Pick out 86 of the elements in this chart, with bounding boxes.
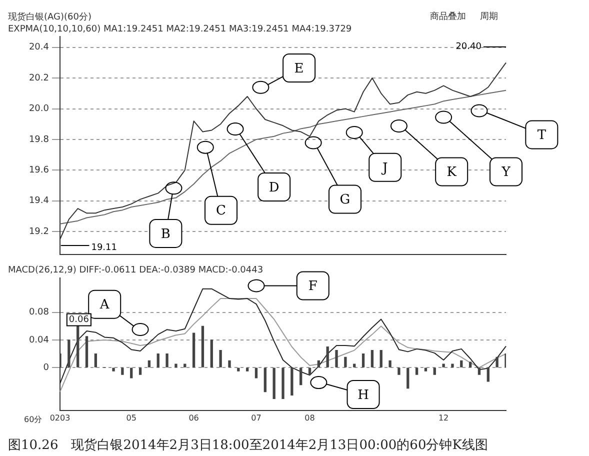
bar xyxy=(388,360,392,368)
x-tick-label: 06 xyxy=(188,413,199,422)
bar xyxy=(406,368,410,389)
annotation: Y xyxy=(500,165,511,180)
y-tick-label: 20.4 xyxy=(28,42,50,53)
bar xyxy=(442,364,445,368)
bar xyxy=(254,368,258,378)
y-tick-label: 0.08 xyxy=(28,308,50,318)
y-tick-label: 20.2 xyxy=(28,73,49,84)
annotation: H xyxy=(358,388,369,403)
annotation: J xyxy=(380,160,388,176)
x-tick-label: 0203 xyxy=(50,413,70,422)
text: 商品叠加 xyxy=(430,10,466,23)
y-tick-label: 19.8 xyxy=(28,134,50,145)
bar xyxy=(184,364,186,368)
y-tick-label: 20.0 xyxy=(28,104,50,114)
annotation: A xyxy=(98,298,110,313)
bar xyxy=(344,356,347,368)
annotation: C xyxy=(216,204,226,219)
bar xyxy=(398,368,400,375)
bar xyxy=(130,368,133,378)
bar xyxy=(308,368,312,375)
text: 周期 xyxy=(480,10,498,23)
caption: 图10.26 现货白银2014年2月3日18:00至2014年2月13日00:00的60分钟K线图 xyxy=(8,437,489,454)
bar xyxy=(272,368,276,399)
text: T xyxy=(537,128,546,144)
chart-subtitle: EXPMA(10,10,10,60) MA1:19.2451 MA2:19.2451 MA3:19.2451 MA4:19.3729 xyxy=(8,24,352,35)
bar xyxy=(362,353,365,368)
y-tick-label: 0.04 xyxy=(28,335,50,346)
bar xyxy=(156,353,160,368)
annotation: K xyxy=(446,165,457,180)
bar xyxy=(68,340,70,368)
y-tick-label: 19.4 xyxy=(28,196,50,206)
bar xyxy=(468,362,472,368)
bar xyxy=(486,368,490,382)
bar xyxy=(335,350,338,368)
annotation: E xyxy=(294,61,304,76)
bar xyxy=(85,336,88,368)
chart-subtitle: MACD(26,12,9) DIFF:-0.0611 DEA:-0.0389 MACD:-0.0443 xyxy=(8,266,264,276)
x-tick-label: 07 xyxy=(251,413,262,422)
bar xyxy=(246,368,249,372)
bar xyxy=(433,368,436,375)
x-tick-label: 12 xyxy=(438,413,449,422)
bar xyxy=(326,346,329,368)
y-tick-label: 0 xyxy=(43,362,50,373)
bar xyxy=(460,360,463,368)
bar xyxy=(121,368,124,375)
bar xyxy=(138,368,142,375)
bar xyxy=(380,350,382,368)
annotation: D xyxy=(268,180,280,196)
text: 60分 xyxy=(24,414,42,425)
bar xyxy=(496,356,498,368)
bar xyxy=(317,360,320,368)
annotation: G xyxy=(340,192,350,208)
bar xyxy=(94,353,98,368)
annotation: 20.40 xyxy=(456,42,482,52)
y-tick-label: 19.6 xyxy=(28,166,50,176)
annotation: F xyxy=(308,279,318,294)
bar xyxy=(210,340,213,368)
bar xyxy=(353,364,356,368)
y-tick-label: 19.2 xyxy=(28,226,49,237)
chart-title: 现货白银(AG)(60分) xyxy=(8,12,92,23)
annotation: B xyxy=(160,226,170,242)
bar xyxy=(201,326,204,368)
bar xyxy=(76,326,80,368)
bar xyxy=(148,360,151,368)
bar xyxy=(264,368,266,392)
bar xyxy=(219,350,222,368)
bar xyxy=(300,368,302,386)
bar xyxy=(415,368,418,375)
bar xyxy=(192,332,196,368)
bar xyxy=(228,360,231,368)
annotation: 0.06 xyxy=(68,315,90,326)
bar xyxy=(166,353,168,368)
bar xyxy=(174,364,178,368)
bar xyxy=(290,368,294,396)
bar xyxy=(451,364,454,368)
x-tick-label: 08 xyxy=(304,413,315,422)
bar xyxy=(112,368,115,372)
bar xyxy=(237,368,240,372)
bar xyxy=(370,350,374,368)
annotation: 19.11 xyxy=(91,242,117,253)
bar xyxy=(478,368,481,375)
bar xyxy=(424,368,428,372)
x-tick-label: 05 xyxy=(126,413,136,422)
bar xyxy=(282,368,284,399)
